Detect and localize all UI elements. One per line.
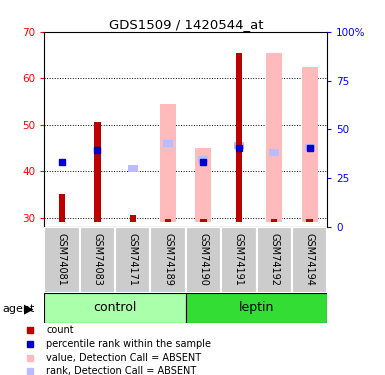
Bar — [200, 219, 207, 222]
Text: GSM74194: GSM74194 — [305, 233, 315, 286]
Title: GDS1509 / 1420544_at: GDS1509 / 1420544_at — [109, 18, 263, 31]
Text: GSM74189: GSM74189 — [163, 233, 173, 286]
Text: agent: agent — [2, 304, 34, 314]
Bar — [44, 227, 80, 292]
Bar — [115, 227, 151, 292]
Text: count: count — [46, 326, 74, 336]
Text: GSM74191: GSM74191 — [234, 233, 244, 286]
Text: ▶: ▶ — [24, 303, 33, 316]
Bar — [196, 148, 211, 222]
Text: GSM74081: GSM74081 — [57, 233, 67, 286]
Text: leptin: leptin — [239, 301, 274, 314]
Bar — [151, 227, 186, 292]
Text: GSM74190: GSM74190 — [198, 233, 208, 286]
Bar — [80, 227, 115, 292]
Bar — [163, 140, 173, 147]
Text: control: control — [93, 301, 137, 314]
Bar — [186, 227, 221, 292]
Bar — [128, 165, 138, 172]
Bar — [306, 219, 313, 222]
Bar — [165, 219, 171, 222]
Bar — [301, 67, 318, 222]
Bar — [234, 142, 244, 149]
Text: GSM74192: GSM74192 — [269, 233, 279, 286]
Bar — [269, 149, 279, 156]
Text: value, Detection Call = ABSENT: value, Detection Call = ABSENT — [46, 353, 201, 363]
Bar — [94, 122, 100, 222]
Bar — [129, 215, 136, 222]
Bar — [44, 292, 186, 322]
Bar — [59, 194, 65, 222]
Bar — [236, 53, 242, 222]
Text: GSM74083: GSM74083 — [92, 233, 102, 286]
Bar — [160, 104, 176, 222]
Bar — [305, 144, 315, 152]
Text: percentile rank within the sample: percentile rank within the sample — [46, 339, 211, 349]
Bar — [221, 227, 256, 292]
Bar — [292, 227, 327, 292]
Text: rank, Detection Call = ABSENT: rank, Detection Call = ABSENT — [46, 366, 196, 375]
Bar — [266, 53, 282, 222]
Bar — [199, 156, 208, 163]
Bar — [271, 219, 277, 222]
Bar — [186, 292, 327, 322]
Bar — [256, 227, 292, 292]
Text: GSM74171: GSM74171 — [128, 233, 138, 286]
